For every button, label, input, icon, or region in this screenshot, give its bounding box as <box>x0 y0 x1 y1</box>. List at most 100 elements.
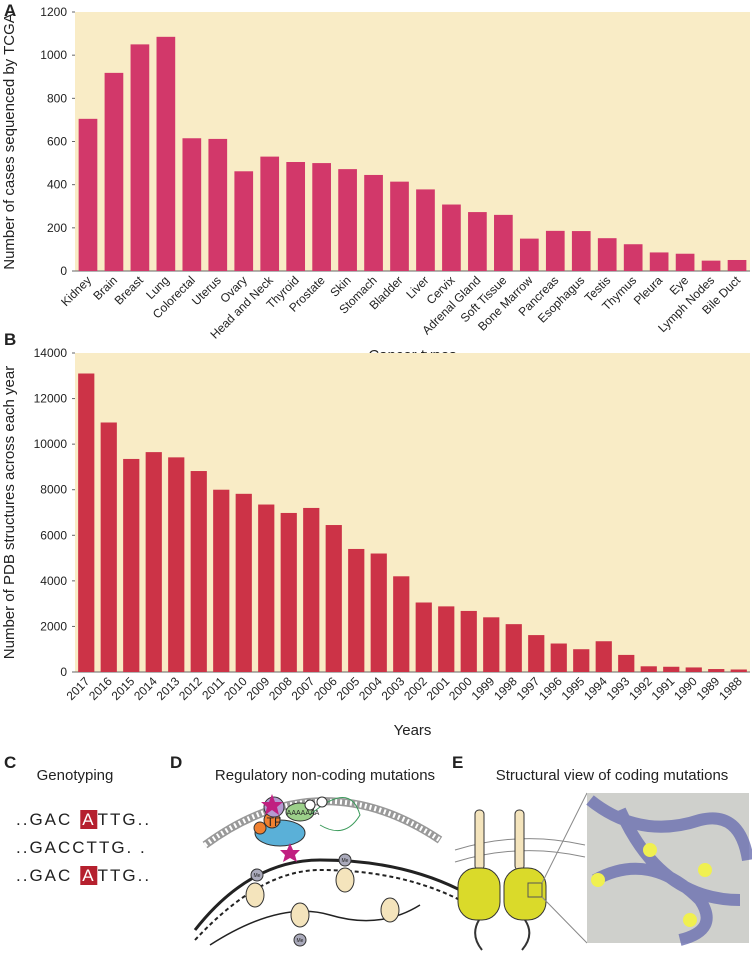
bar <box>494 214 513 271</box>
bar <box>727 259 747 271</box>
bar <box>483 617 500 672</box>
bar <box>640 666 657 672</box>
x-tick-label: 2001 <box>424 674 453 703</box>
bar <box>390 181 409 271</box>
x-tick-label: 2017 <box>64 674 93 703</box>
x-tick-label: 2011 <box>199 674 227 702</box>
x-tick-label: 2005 <box>334 674 363 703</box>
y-tick-label: 6000 <box>40 528 67 542</box>
bar <box>156 36 176 272</box>
bar <box>460 610 477 672</box>
bar <box>708 669 725 672</box>
x-tick-label: 2007 <box>289 674 318 703</box>
bar <box>649 252 669 271</box>
bar <box>685 667 702 672</box>
y-axis-label: Number of cases sequenced by TCGA <box>1 13 18 270</box>
y-tick-label: 0 <box>60 665 67 679</box>
bar <box>393 576 410 672</box>
panel-letter: B <box>4 330 16 349</box>
bar <box>130 44 150 271</box>
label-me: Me <box>342 858 349 864</box>
bar <box>123 458 140 672</box>
bar <box>338 169 357 271</box>
x-tick-label: 1990 <box>671 674 700 703</box>
bar <box>528 635 545 672</box>
bar <box>78 118 98 272</box>
panel-letter: A <box>4 1 16 20</box>
x-tick-label: 2010 <box>221 674 250 703</box>
mutation-base: A <box>82 866 95 885</box>
plot-background <box>75 353 750 672</box>
x-tick-label: Uterus <box>189 273 224 308</box>
x-tick-label: 1991 <box>649 674 678 703</box>
x-tick-label: 1998 <box>491 674 520 703</box>
plot-background <box>75 12 750 271</box>
sequence-text: TTG.. <box>98 866 151 885</box>
y-tick-label: 1200 <box>40 5 67 19</box>
bar <box>325 525 342 672</box>
mutation-highlight <box>80 810 98 829</box>
x-tick-label: 2012 <box>176 674 205 703</box>
bar <box>190 471 207 672</box>
bar <box>675 253 695 271</box>
x-tick-label: Pleura <box>631 273 666 308</box>
bar <box>468 212 487 271</box>
y-tick-label: 4000 <box>40 574 67 588</box>
x-tick-label: Breast <box>112 273 147 308</box>
x-axis-label: Years <box>394 722 432 739</box>
panel-title: Structural view of coding mutations <box>496 767 729 784</box>
bar <box>550 643 567 672</box>
bar <box>573 649 590 672</box>
regulatory-illustration <box>193 794 461 947</box>
x-tick-label: 2016 <box>86 674 115 703</box>
label-me: Me <box>254 873 261 879</box>
bar <box>100 422 117 672</box>
x-tick-label: 1996 <box>536 674 565 703</box>
x-tick-label: 2013 <box>154 674 183 703</box>
y-tick-label: 2000 <box>40 619 67 633</box>
bar <box>280 512 297 672</box>
sequence-text: ..GAC <box>16 810 72 829</box>
bar <box>303 507 320 672</box>
label-polya: AAAAAAA <box>287 810 320 817</box>
x-tick-label: 1999 <box>469 674 498 703</box>
bar <box>78 373 95 672</box>
bar <box>312 163 331 271</box>
bar <box>234 171 254 271</box>
x-tick-label: 2003 <box>379 674 408 703</box>
mutation-base: A <box>82 810 95 829</box>
x-tick-label: 1993 <box>604 674 633 703</box>
x-tick-label: 2006 <box>311 674 340 703</box>
bar <box>168 457 185 672</box>
x-tick-label: 2002 <box>401 674 430 703</box>
x-tick-label: 1997 <box>514 674 543 703</box>
label-me: Me <box>297 938 304 944</box>
bar <box>213 489 230 672</box>
sequence-text: TTG.. <box>98 810 151 829</box>
bar <box>416 189 435 271</box>
y-tick-label: 800 <box>47 91 67 105</box>
bar <box>442 204 461 271</box>
y-tick-label: 1000 <box>40 48 67 62</box>
panel-title: Regulatory non-coding mutations <box>215 767 435 784</box>
bar <box>505 624 522 672</box>
bar <box>730 669 747 672</box>
x-tick-label: 1995 <box>559 674 588 703</box>
bar <box>145 452 162 672</box>
y-tick-label: 400 <box>47 178 67 192</box>
x-tick-label: 2008 <box>266 674 295 703</box>
x-tick-label: 2004 <box>356 674 385 703</box>
bar <box>104 72 124 272</box>
bar <box>235 493 252 672</box>
bar <box>545 230 565 271</box>
panel-letter: C <box>4 753 16 772</box>
x-tick-label: 1994 <box>581 674 610 703</box>
x-tick-label: 2009 <box>244 674 273 703</box>
bar <box>618 654 635 672</box>
panel-letter: E <box>452 753 463 772</box>
sequence-text: ..GAC <box>16 866 72 885</box>
x-tick-label: 1989 <box>694 674 723 703</box>
bar <box>623 244 643 271</box>
bar <box>571 231 591 271</box>
bar <box>597 238 617 271</box>
